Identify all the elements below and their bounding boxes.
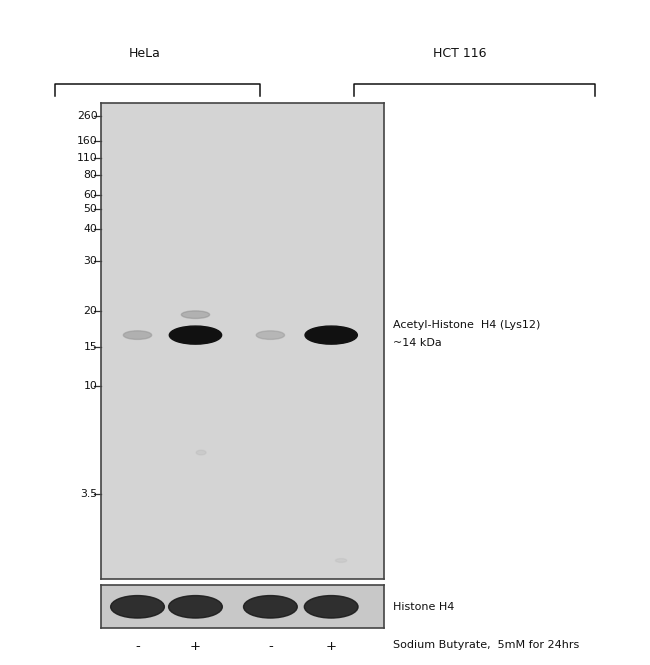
Text: 40: 40 — [84, 224, 98, 234]
Ellipse shape — [111, 596, 164, 618]
Ellipse shape — [335, 559, 346, 563]
Ellipse shape — [305, 326, 358, 344]
Text: -: - — [135, 640, 140, 654]
Ellipse shape — [168, 596, 222, 618]
Ellipse shape — [181, 311, 209, 319]
Text: 15: 15 — [84, 342, 98, 352]
Text: 10: 10 — [84, 381, 98, 391]
Text: Acetyl-Histone  H4 (Lys12): Acetyl-Histone H4 (Lys12) — [393, 320, 541, 330]
Text: Sodium Butyrate,  5mM for 24hrs: Sodium Butyrate, 5mM for 24hrs — [393, 640, 580, 650]
Text: 50: 50 — [84, 203, 98, 213]
Text: -: - — [268, 640, 273, 654]
Ellipse shape — [196, 450, 206, 455]
Text: 20: 20 — [84, 307, 98, 317]
Text: ~14 kDa: ~14 kDa — [393, 338, 442, 348]
Text: HCT 116: HCT 116 — [433, 47, 487, 60]
Ellipse shape — [256, 331, 285, 339]
Text: HeLa: HeLa — [129, 47, 161, 60]
Text: 80: 80 — [84, 170, 98, 180]
Text: Histone H4: Histone H4 — [393, 602, 454, 612]
Text: 60: 60 — [84, 190, 98, 200]
Text: 160: 160 — [77, 136, 98, 146]
Text: +: + — [326, 640, 337, 654]
Text: 30: 30 — [84, 256, 98, 266]
Text: 3.5: 3.5 — [81, 489, 98, 499]
Text: 110: 110 — [77, 153, 98, 163]
Ellipse shape — [244, 596, 297, 618]
Ellipse shape — [169, 326, 222, 344]
Ellipse shape — [124, 331, 151, 339]
Text: +: + — [190, 640, 201, 654]
Ellipse shape — [304, 596, 358, 618]
Text: 260: 260 — [77, 112, 98, 122]
